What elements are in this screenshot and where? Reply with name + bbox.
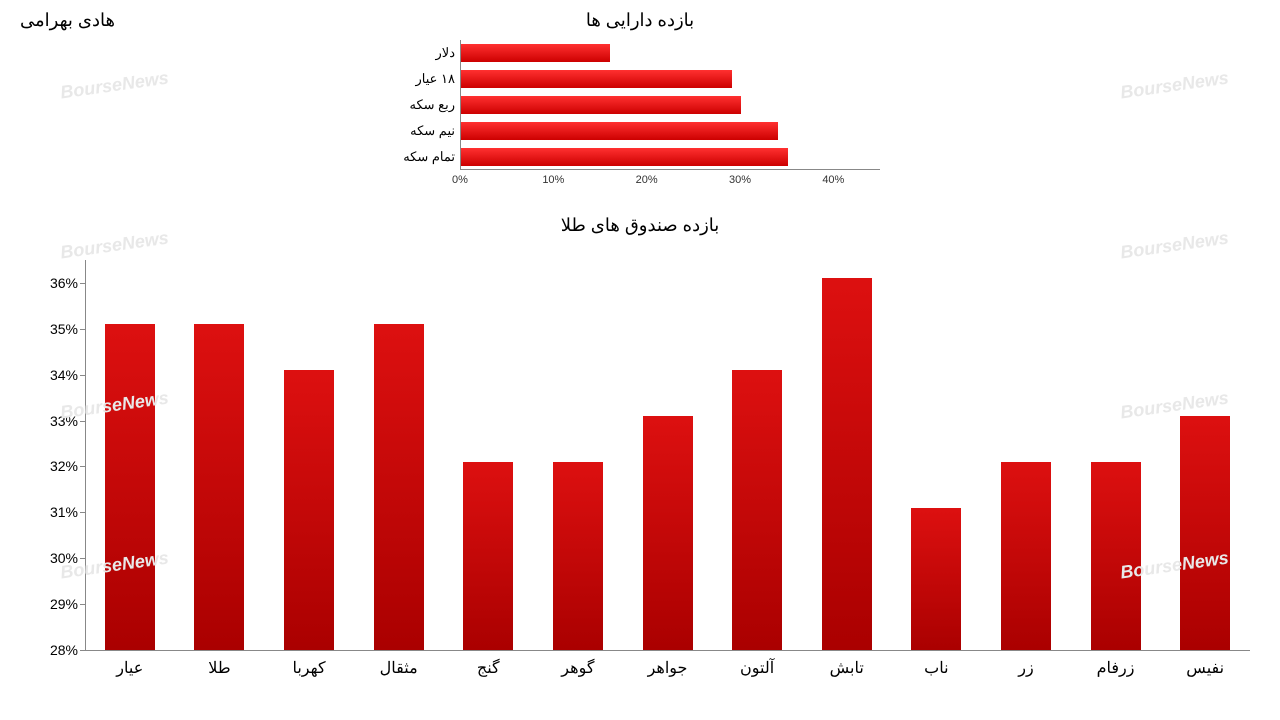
chart2-title: بازده صندوق های طلا bbox=[561, 215, 720, 236]
watermark: BourseNews bbox=[1119, 228, 1230, 264]
chart2-bar bbox=[553, 462, 603, 650]
chart1-bar-label: ۱۸ عیار bbox=[416, 71, 456, 87]
chart2-ytick-mark bbox=[80, 604, 85, 605]
author-label: هادی بهرامی bbox=[20, 10, 115, 31]
chart1-xtick: 0% bbox=[452, 174, 468, 186]
chart2-bar bbox=[822, 278, 872, 650]
chart2-bar-label: جواهر bbox=[648, 658, 688, 678]
chart2-ytick: 32% bbox=[30, 458, 78, 474]
chart2-ytick-mark bbox=[80, 558, 85, 559]
chart1-bar-label: ربع سکه bbox=[410, 97, 455, 113]
chart2-ytick-mark bbox=[80, 512, 85, 513]
chart2-bar bbox=[1001, 462, 1051, 650]
chart2-bar bbox=[374, 324, 424, 650]
chart2-ytick: 35% bbox=[30, 321, 78, 337]
chart2-ytick: 31% bbox=[30, 504, 78, 520]
chart1-title: بازده دارایی ها bbox=[586, 10, 694, 31]
chart2-bar-label: کهربا bbox=[292, 658, 325, 678]
chart2-bar bbox=[1091, 462, 1141, 650]
chart1-xtick: 10% bbox=[542, 174, 564, 186]
chart2-bar-label: ناب bbox=[924, 658, 948, 678]
chart2-ytick-mark bbox=[80, 650, 85, 651]
watermark: BourseNews bbox=[1119, 68, 1230, 104]
chart2-ytick-mark bbox=[80, 329, 85, 330]
chart2-bar-label: عیار bbox=[116, 658, 143, 678]
chart1-xtick: 30% bbox=[729, 174, 751, 186]
chart2-bar-label: آلتون bbox=[740, 658, 774, 678]
watermark: BourseNews bbox=[59, 228, 170, 264]
watermark: BourseNews bbox=[59, 68, 170, 104]
chart2-bar-label: مثقال bbox=[380, 658, 418, 678]
chart2-ytick: 36% bbox=[30, 275, 78, 291]
chart2-ytick: 29% bbox=[30, 596, 78, 612]
chart2-bar bbox=[643, 416, 693, 650]
chart2-ytick: 33% bbox=[30, 413, 78, 429]
chart1-xtick: 20% bbox=[636, 174, 658, 186]
chart2-bar-label: زرفام bbox=[1097, 658, 1135, 678]
chart2-ytick-mark bbox=[80, 421, 85, 422]
chart2-bar bbox=[732, 370, 782, 650]
chart2-ytick-mark bbox=[80, 466, 85, 467]
chart1-plot bbox=[460, 40, 880, 170]
chart2-bar bbox=[463, 462, 513, 650]
chart2-bar-label: طلا bbox=[208, 658, 230, 678]
chart2-bar bbox=[911, 508, 961, 650]
chart1-bar bbox=[461, 148, 788, 166]
chart2-bar-label: گنج bbox=[477, 658, 500, 678]
chart1-bar bbox=[461, 44, 610, 62]
chart2-x-axis bbox=[85, 650, 1250, 651]
chart2-ytick: 30% bbox=[30, 550, 78, 566]
chart1-bar bbox=[461, 122, 778, 140]
chart2-bar-label: گوهر bbox=[561, 658, 594, 678]
chart1-xtick: 40% bbox=[822, 174, 844, 186]
chart1-bar bbox=[461, 96, 741, 114]
chart1-bar-label: نیم سکه bbox=[410, 123, 455, 139]
chart1-bar-label: دلار bbox=[436, 45, 455, 61]
chart2-ytick: 34% bbox=[30, 367, 78, 383]
chart2-bar bbox=[105, 324, 155, 650]
chart1-bar-label: تمام سکه bbox=[403, 149, 455, 165]
chart2-bar-label: زر bbox=[1018, 658, 1033, 678]
chart2-ytick: 28% bbox=[30, 642, 78, 658]
chart2-ytick-mark bbox=[80, 283, 85, 284]
chart2-bar bbox=[194, 324, 244, 650]
chart2-bar bbox=[284, 370, 334, 650]
chart1-bar bbox=[461, 70, 732, 88]
chart2-container: عیار طلا کهربا مثقال گنج گوهر جواهر آلتون تابش نا… bbox=[30, 260, 1250, 700]
chart1-container: دلار ۱۸ عیار ربع سکه نیم سکه تمام سکه 0% 10% 20… bbox=[400, 40, 900, 200]
chart2-bar bbox=[1180, 416, 1230, 650]
chart2-bar-label: نفیس bbox=[1186, 658, 1224, 678]
chart2-plot bbox=[85, 260, 1250, 650]
chart2-ytick-mark bbox=[80, 375, 85, 376]
chart2-bar-label: تابش bbox=[830, 658, 864, 678]
